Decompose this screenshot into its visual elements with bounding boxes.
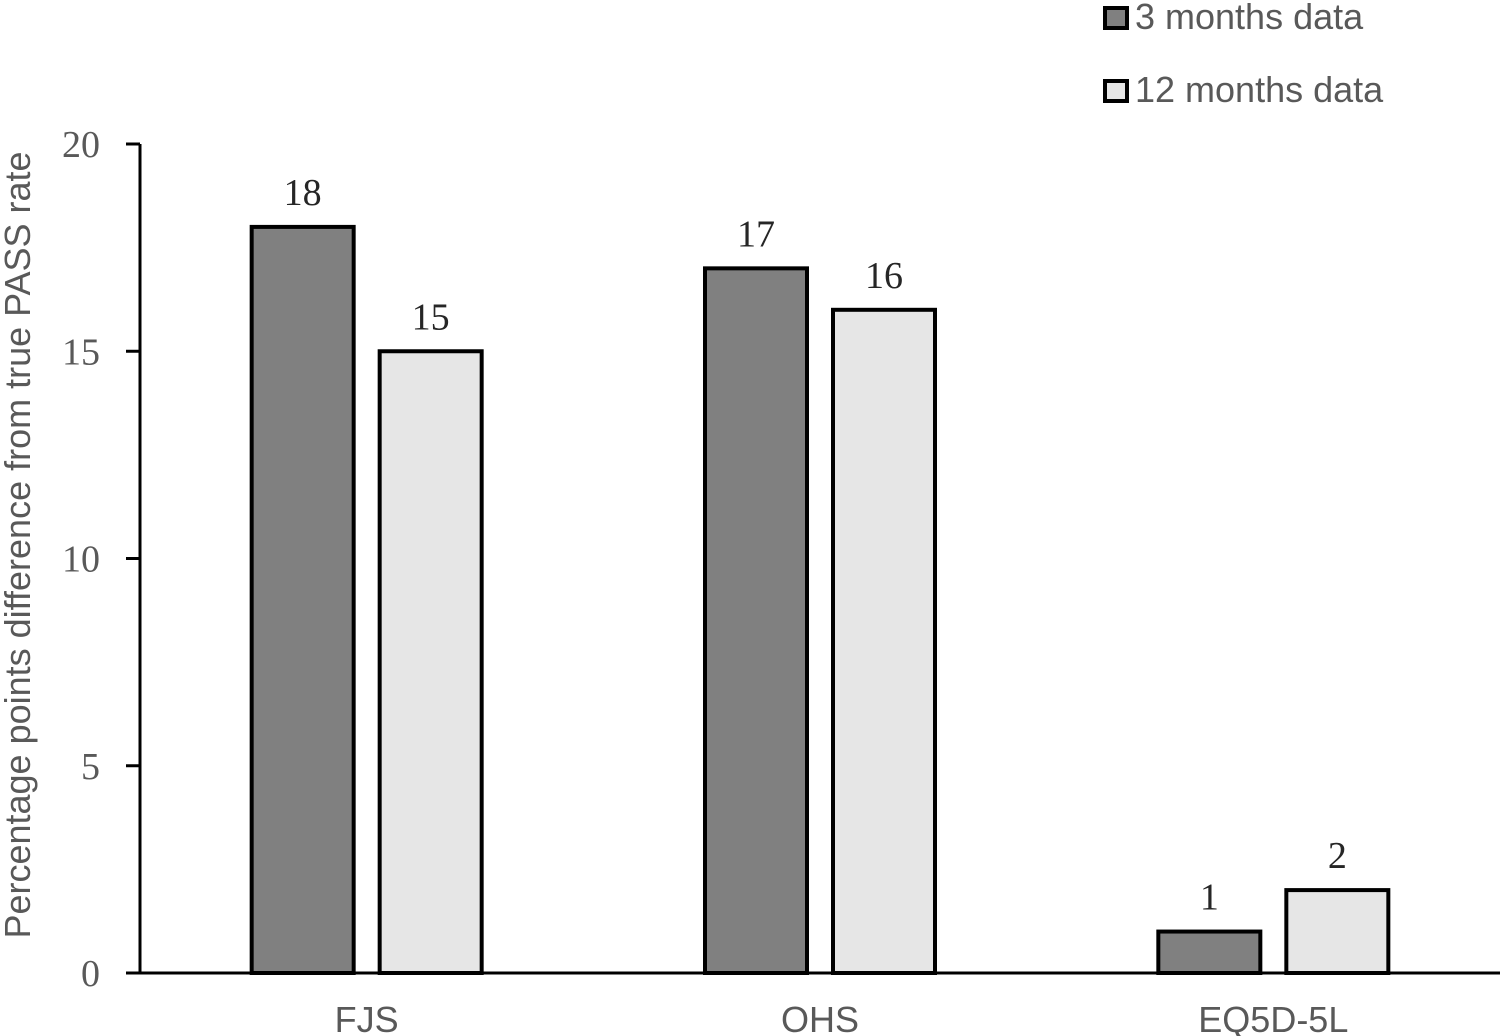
data-label: 2: [1328, 835, 1347, 877]
bar: [249, 224, 356, 975]
y-axis-title: Percentage points difference from true P…: [0, 151, 38, 938]
legend-label: 3 months data: [1135, 0, 1364, 37]
y-tick-label: 5: [81, 746, 100, 788]
x-category-label: EQ5D-5L: [1198, 999, 1348, 1036]
data-label: 1: [1200, 877, 1219, 919]
bar: [703, 266, 809, 976]
x-category-label: OHS: [781, 999, 859, 1036]
x-axis: FJS OHS EQ5D-5L: [140, 971, 1500, 1036]
bar: [377, 349, 484, 975]
data-label: 18: [284, 172, 322, 214]
legend: 3 months data 12 months data: [1103, 0, 1384, 110]
legend-label: 12 months data: [1135, 69, 1384, 110]
data-label: 15: [412, 296, 450, 338]
y-tick-label: 10: [62, 539, 100, 581]
y-tick-label: 15: [62, 331, 100, 373]
data-label: 17: [737, 213, 775, 255]
y-tick-label: 20: [62, 124, 100, 166]
data-label: 16: [865, 255, 903, 297]
bar: [1284, 888, 1391, 975]
bars: 18 15 17 16 1 2: [249, 172, 1391, 976]
bar: [831, 307, 937, 975]
y-tick-label: 0: [81, 953, 100, 995]
legend-swatch: [1103, 6, 1129, 30]
bar: [1156, 929, 1263, 975]
y-axis: 0 5 10 15 20: [62, 124, 142, 995]
legend-swatch: [1103, 79, 1129, 103]
x-category-label: FJS: [335, 999, 399, 1036]
